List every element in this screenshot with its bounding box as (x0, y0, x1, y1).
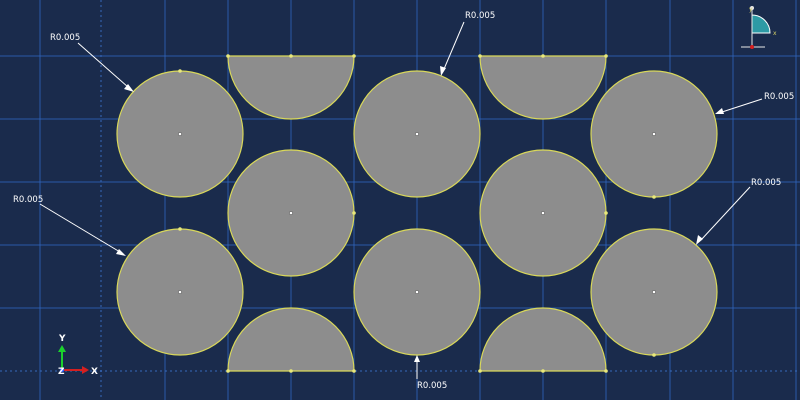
radius-dimension-label: R0.005 (764, 92, 794, 102)
vertex[interactable] (652, 353, 656, 357)
center-point[interactable] (652, 132, 655, 135)
radius-dimension-label: R0.005 (13, 195, 43, 205)
center-point[interactable] (178, 132, 181, 135)
vertex[interactable] (226, 54, 230, 58)
triad-x-label: X (91, 367, 98, 377)
vertex[interactable] (478, 369, 482, 373)
radius-dimension-label: R0.005 (465, 11, 495, 21)
vertex[interactable] (652, 195, 656, 199)
vertex[interactable] (226, 369, 230, 373)
center-point[interactable] (541, 211, 544, 214)
vertex[interactable] (289, 54, 293, 58)
view-x-label: x (773, 30, 777, 37)
vertex[interactable] (352, 54, 356, 58)
radius-dimension-label: R0.005 (751, 178, 781, 188)
triad-y-label: Y (58, 334, 66, 344)
radius-dimension-label: R0.005 (50, 33, 80, 43)
vertex[interactable] (352, 211, 356, 215)
vertex[interactable] (541, 54, 545, 58)
center-point[interactable] (415, 290, 418, 293)
vertex[interactable] (478, 54, 482, 58)
vertex[interactable] (178, 227, 182, 231)
view-y-label: y (749, 6, 753, 13)
vertex[interactable] (352, 369, 356, 373)
vertex[interactable] (604, 54, 608, 58)
vertex[interactable] (178, 69, 182, 73)
vertex[interactable] (604, 369, 608, 373)
radius-dimension-label: R0.005 (417, 381, 447, 391)
vertex[interactable] (604, 211, 608, 215)
center-point[interactable] (415, 132, 418, 135)
triad-z-label: Z (58, 367, 65, 377)
vertex[interactable] (541, 369, 545, 373)
vertex[interactable] (289, 369, 293, 373)
center-point[interactable] (652, 290, 655, 293)
center-point[interactable] (178, 290, 181, 293)
center-point[interactable] (289, 211, 292, 214)
